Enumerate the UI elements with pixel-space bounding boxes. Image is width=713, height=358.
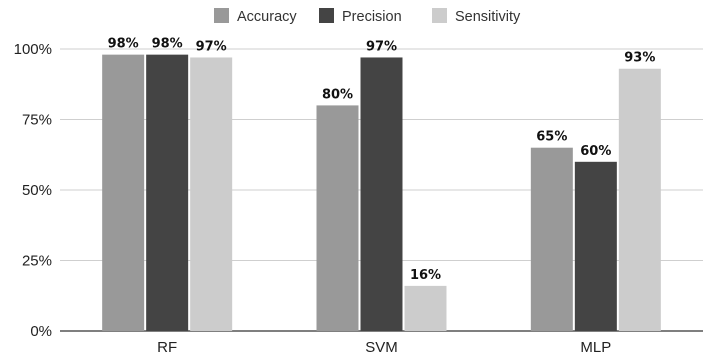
bar-accuracy-mlp <box>530 147 573 331</box>
data-label: 98% <box>108 37 139 52</box>
data-label: 97% <box>196 39 227 54</box>
legend-item-precision: Precision <box>319 8 402 25</box>
y-tick-label: 50% <box>22 182 52 199</box>
legend: Accuracy Precision Sensitivity <box>214 8 521 25</box>
legend-swatch <box>432 8 447 23</box>
legend-item-accuracy: Accuracy <box>214 8 297 25</box>
y-axis-ticks: 0% 25% 50% 75% 100% <box>14 41 52 340</box>
x-category-label: RF <box>157 339 177 356</box>
data-label: 97% <box>366 39 397 54</box>
legend-label: Precision <box>342 9 402 25</box>
y-tick-label: 25% <box>22 253 52 270</box>
x-category-label: MLP <box>580 339 611 356</box>
legend-label: Sensitivity <box>455 9 521 25</box>
bar-accuracy-rf <box>102 54 145 331</box>
legend-item-sensitivity: Sensitivity <box>432 8 521 25</box>
legend-swatch <box>214 8 229 23</box>
bar-precision-svm <box>360 57 403 332</box>
bar-accuracy-svm <box>316 105 359 332</box>
data-label: 93% <box>624 51 655 66</box>
bar-precision-mlp <box>574 161 617 331</box>
data-label: 65% <box>536 130 567 145</box>
x-category-label: SVM <box>365 339 398 356</box>
data-label: 98% <box>152 37 183 52</box>
bar-sensitivity-rf <box>190 57 233 332</box>
data-label: 80% <box>322 87 353 102</box>
bar-sensitivity-mlp <box>618 68 661 332</box>
data-labels: 98% 98% 97% 80% 97% 16% 65% 60% 93% <box>108 37 656 283</box>
legend-swatch <box>319 8 334 23</box>
y-tick-label: 0% <box>30 323 52 340</box>
legend-label: Accuracy <box>237 9 297 25</box>
bars <box>102 54 661 332</box>
data-label: 60% <box>580 144 611 159</box>
data-label: 16% <box>410 268 441 283</box>
y-tick-label: 75% <box>22 112 52 129</box>
bar-precision-rf <box>146 54 189 331</box>
bar-sensitivity-svm <box>404 285 447 331</box>
y-tick-label: 100% <box>14 41 52 58</box>
x-axis-categories: RF SVM MLP <box>157 339 611 356</box>
